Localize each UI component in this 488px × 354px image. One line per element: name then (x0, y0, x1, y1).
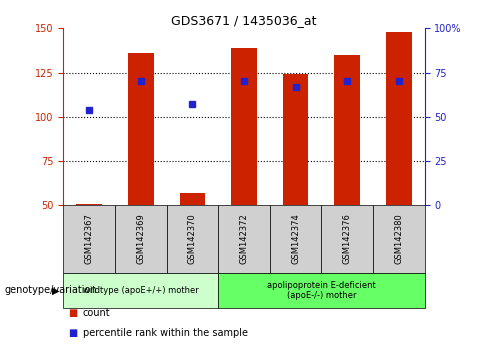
Text: GSM142372: GSM142372 (240, 213, 248, 264)
Bar (334, 55, 360, 205)
Bar (283, 74, 308, 205)
Text: ■: ■ (68, 308, 78, 318)
Text: wildtype (apoE+/+) mother: wildtype (apoE+/+) mother (83, 286, 199, 295)
Text: GSM142370: GSM142370 (188, 213, 197, 264)
Text: GSM142374: GSM142374 (291, 213, 300, 264)
Text: ▶: ▶ (52, 285, 60, 295)
Bar (386, 32, 412, 205)
Text: GSM142369: GSM142369 (136, 213, 145, 264)
Bar (180, 193, 205, 205)
Text: GSM142380: GSM142380 (394, 213, 403, 264)
Text: apolipoprotein E-deficient
(apoE-/-) mother: apolipoprotein E-deficient (apoE-/-) mot… (267, 281, 376, 300)
Bar (76, 204, 102, 205)
Text: GSM142376: GSM142376 (343, 213, 352, 264)
Bar (231, 48, 257, 205)
Text: GSM142367: GSM142367 (85, 213, 94, 264)
Text: genotype/variation: genotype/variation (5, 285, 98, 295)
Bar (128, 53, 154, 205)
Title: GDS3671 / 1435036_at: GDS3671 / 1435036_at (171, 14, 317, 27)
Text: ■: ■ (68, 328, 78, 338)
Text: percentile rank within the sample: percentile rank within the sample (83, 328, 248, 338)
Text: count: count (83, 308, 111, 318)
